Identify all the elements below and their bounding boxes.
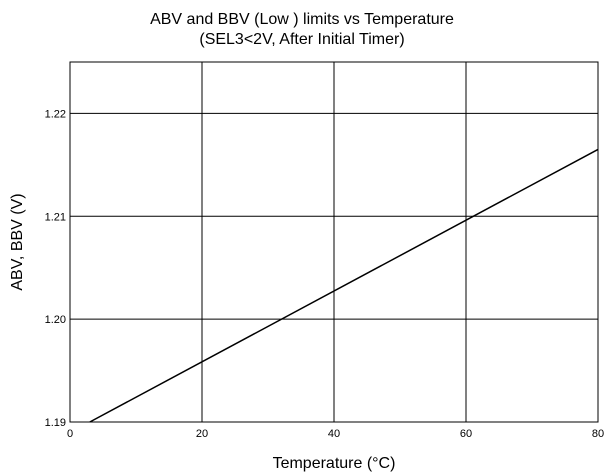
y-tick-label: 1.20: [45, 314, 66, 326]
x-tick-label: 80: [592, 428, 604, 440]
x-tick-labels: 0 20 40 60 80: [67, 428, 604, 440]
plot-area-frame: [69, 61, 599, 423]
series-group: [89, 148, 599, 423]
y-tick-labels: 1.19 1.20 1.21 1.22: [45, 108, 66, 429]
grid-lines: [70, 62, 598, 422]
y-tick-label: 1.22: [45, 108, 66, 120]
y-tick-label: 1.21: [45, 211, 66, 223]
x-tick-label: 60: [460, 428, 472, 440]
y-tick-label: 1.19: [45, 417, 66, 429]
series-line: [89, 148, 599, 423]
y-axis-label: ABV, BBV (V): [9, 193, 26, 290]
x-tick-label: 20: [196, 428, 208, 440]
x-tick-label: 40: [328, 428, 340, 440]
x-tick-label: 0: [67, 428, 73, 440]
x-axis-label: Temperature (°C): [273, 455, 396, 472]
chart-title: ABV and BBV (Low ) limits vs Temperature: [150, 11, 454, 28]
chart-subtitle: (SEL3<2V, After Initial Timer): [199, 31, 405, 48]
